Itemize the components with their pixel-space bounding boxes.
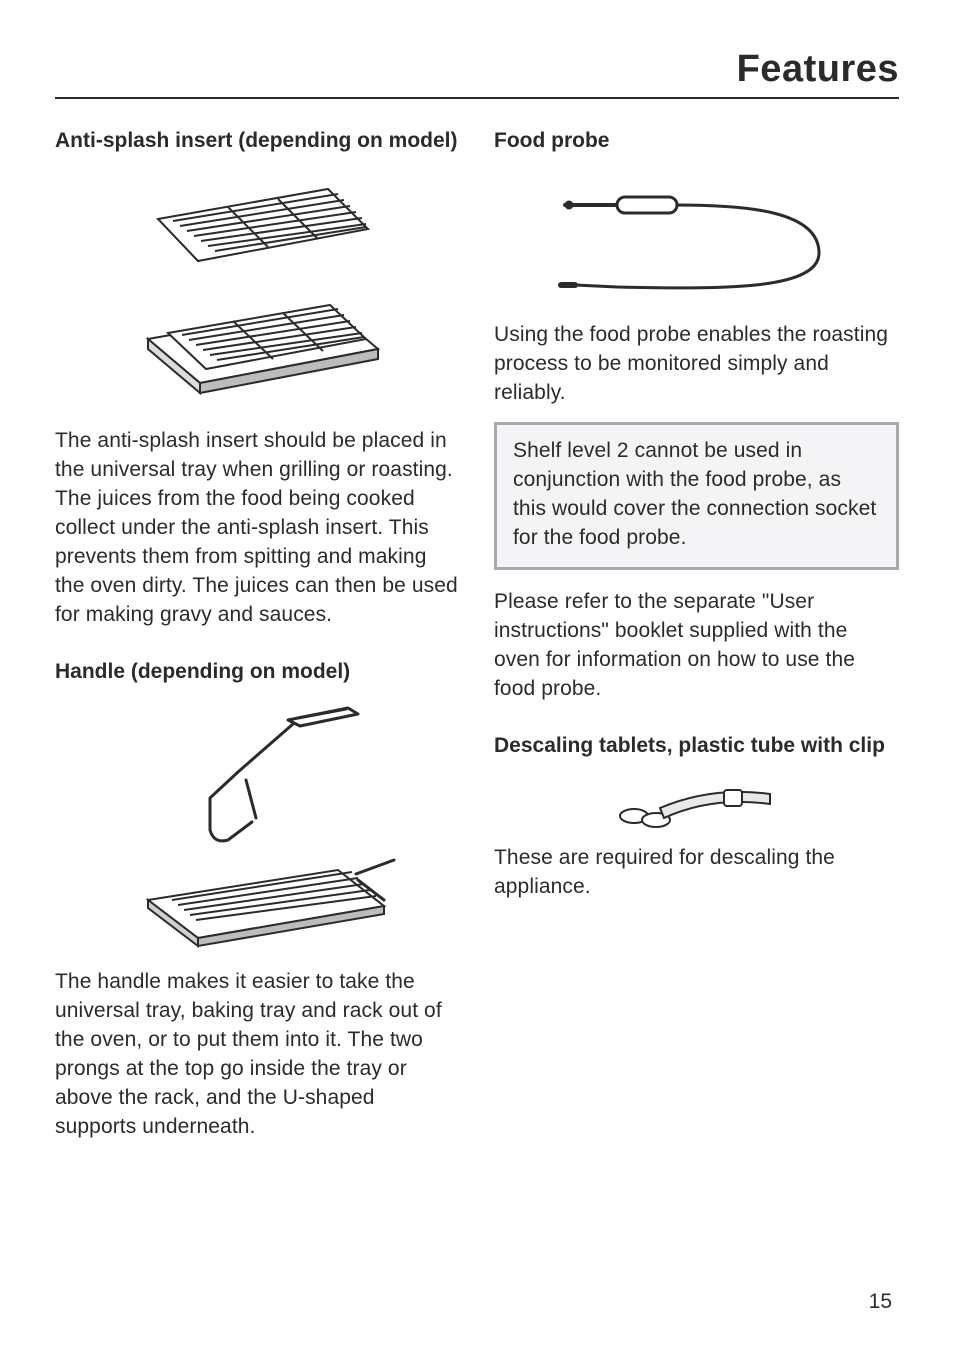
anti-splash-illustration (55, 169, 460, 409)
page-title: Features (55, 48, 899, 99)
food-probe-illustration (494, 169, 899, 309)
probe-icon (547, 169, 847, 309)
descaling-paragraph: These are required for descaling the app… (494, 844, 899, 902)
anti-splash-paragraph: The anti-splash insert should be placed … (55, 427, 460, 630)
food-probe-para1: Using the food probe enables the roastin… (494, 321, 899, 408)
handle-icon (118, 700, 398, 950)
left-column: Anti-splash insert (depending on model) (55, 127, 460, 1156)
food-probe-para2: Please refer to the separate "User instr… (494, 588, 899, 704)
food-probe-note: Shelf level 2 cannot be used in conjunct… (494, 422, 899, 570)
food-probe-note-text: Shelf level 2 cannot be used in conjunct… (513, 437, 880, 553)
page: Features Anti-splash insert (depending o… (0, 0, 954, 1352)
right-column: Food probe Using the (494, 127, 899, 1156)
descaling-illustration (494, 774, 899, 834)
tray-insert-icon (118, 169, 398, 409)
food-probe-heading: Food probe (494, 127, 899, 155)
tablets-tube-icon (612, 774, 782, 834)
handle-paragraph: The handle makes it easier to take the u… (55, 968, 460, 1142)
handle-heading: Handle (depending on model) (55, 658, 460, 686)
descaling-heading: Descaling tablets, plastic tube with cli… (494, 732, 899, 760)
handle-illustration (55, 700, 460, 950)
page-number: 15 (869, 1290, 892, 1314)
anti-splash-heading: Anti-splash insert (depending on model) (55, 127, 460, 155)
two-column-layout: Anti-splash insert (depending on model) (55, 127, 899, 1156)
